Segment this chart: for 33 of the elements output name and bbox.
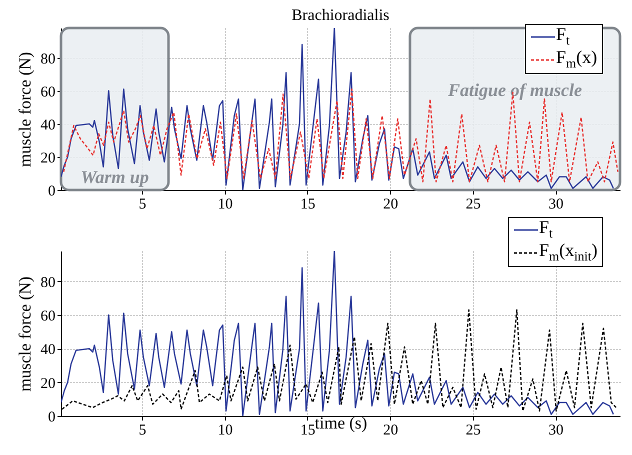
x-tick-label: 15 [300, 422, 316, 438]
x-tick-label: 30 [548, 422, 564, 438]
legend-label: F$_{t}$ [556, 24, 570, 48]
x-tick-label: 25 [466, 422, 481, 438]
x-tick-label: 10 [218, 422, 233, 438]
band-label: Warm up [80, 167, 149, 187]
x-tick-label: 30 [548, 196, 564, 212]
line-series [61, 28, 614, 190]
x-tick-label: 15 [300, 196, 316, 212]
y-tick-label: 40 [40, 342, 56, 358]
x-tick-label: 5 [138, 196, 146, 212]
y-axis-title: muscle force (N) [16, 52, 34, 168]
band-label: Fatigue of muscle [446, 80, 582, 100]
chart-title: Brachioradialis [292, 6, 390, 24]
legend-label: F$_{m}$(x) [556, 46, 598, 72]
y-tick-label: 40 [40, 117, 56, 134]
legend-label: F$_{m}$(x$_{init}$) [539, 240, 598, 264]
y-tick-label: 80 [40, 274, 56, 291]
x-tick-label: 20 [383, 196, 398, 212]
y-tick-label: 60 [40, 308, 56, 324]
y-tick-label: 20 [40, 150, 56, 166]
x-tick-label: 25 [466, 196, 481, 212]
y-axis-title: muscle force (N) [16, 276, 34, 392]
y-tick-label: 80 [40, 51, 56, 68]
x-axis-title: time (s) [314, 414, 368, 432]
y-tick-label: 0 [48, 410, 56, 426]
y-tick-label: 0 [48, 184, 56, 200]
legend-label: F$_{t}$ [539, 217, 553, 241]
x-tick-label: 20 [383, 422, 398, 438]
x-tick-label: 10 [218, 196, 233, 212]
x-tick-label: 5 [138, 422, 146, 438]
y-tick-label: 60 [40, 84, 56, 100]
y-tick-label: 20 [40, 376, 56, 392]
